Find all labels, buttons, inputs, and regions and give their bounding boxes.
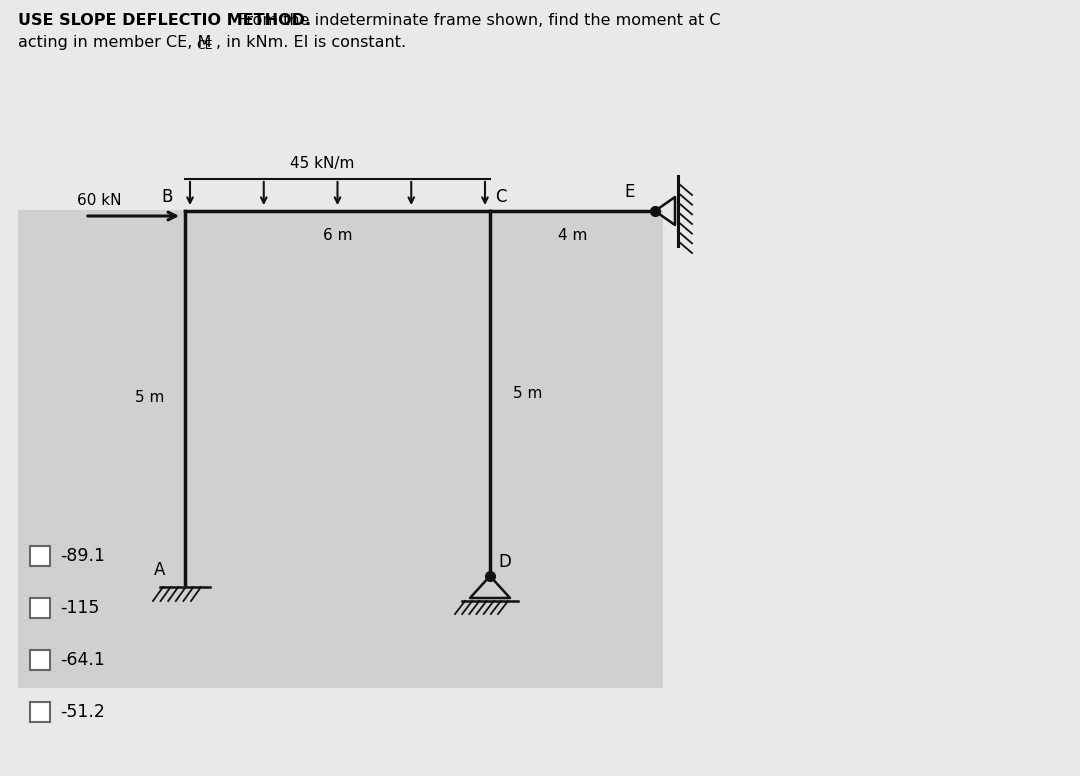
Text: acting in member CE, M: acting in member CE, M <box>18 35 212 50</box>
Text: B: B <box>162 188 173 206</box>
Text: 5 m: 5 m <box>135 390 164 405</box>
Text: D: D <box>498 553 511 571</box>
Text: -64.1: -64.1 <box>60 651 105 669</box>
Text: , in kNm. EI is constant.: , in kNm. EI is constant. <box>216 35 406 50</box>
Text: USE SLOPE DEFLECTIO METHOD.: USE SLOPE DEFLECTIO METHOD. <box>18 13 311 28</box>
Text: 5 m: 5 m <box>513 386 542 401</box>
Text: E: E <box>625 183 635 201</box>
Bar <box>18 210 663 688</box>
Text: 4 m: 4 m <box>557 228 588 244</box>
Text: -115: -115 <box>60 599 99 617</box>
Text: -51.2: -51.2 <box>60 703 105 721</box>
Text: CE: CE <box>195 39 213 52</box>
Text: From the indeterminate frame shown, find the moment at C: From the indeterminate frame shown, find… <box>233 13 720 28</box>
Bar <box>30 650 50 670</box>
Bar <box>30 546 50 566</box>
Text: A: A <box>153 561 165 579</box>
Text: 6 m: 6 m <box>323 228 352 244</box>
Text: C: C <box>495 188 507 206</box>
Text: -89.1: -89.1 <box>60 547 105 565</box>
Text: 45 kN/m: 45 kN/m <box>291 156 354 171</box>
Text: 60 kN: 60 kN <box>77 193 121 208</box>
Bar <box>30 598 50 618</box>
Bar <box>30 702 50 722</box>
